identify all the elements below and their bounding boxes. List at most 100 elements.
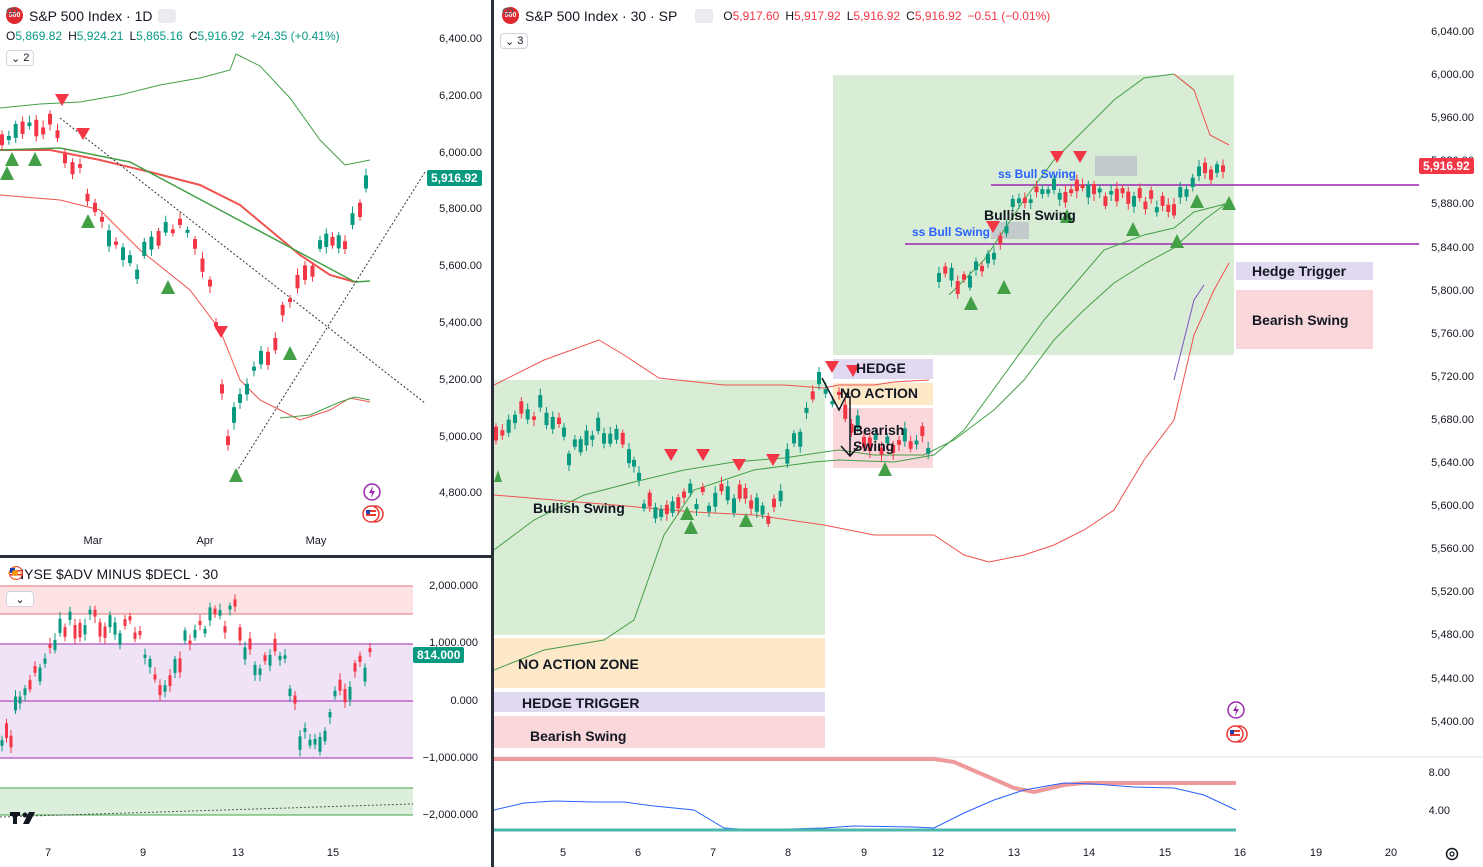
axis-label: 1,000.000 bbox=[429, 637, 478, 650]
candle-body bbox=[133, 632, 137, 639]
candle-body bbox=[23, 688, 27, 696]
candle-body bbox=[1109, 191, 1114, 195]
intraday-indicator-toggle[interactable]: ⌄ 3 bbox=[500, 33, 529, 49]
candle-body bbox=[273, 638, 277, 652]
down-triangle bbox=[55, 94, 69, 106]
axis-label: 8.00 bbox=[1428, 767, 1450, 779]
candle-body bbox=[837, 391, 841, 396]
candle-body bbox=[34, 119, 39, 137]
candle-body bbox=[43, 658, 47, 664]
candle-body bbox=[798, 431, 803, 447]
candle-body bbox=[226, 436, 230, 446]
candle-body bbox=[213, 608, 217, 615]
candle-body bbox=[707, 505, 711, 512]
ss-bull-swing-label: ss Bull Swing bbox=[998, 167, 1077, 181]
candle-body bbox=[596, 417, 601, 432]
up-triangle bbox=[1190, 194, 1204, 208]
candle-body bbox=[664, 504, 669, 515]
axis-label: 4.00 bbox=[1428, 805, 1450, 817]
chevron-down-icon: ⌄ bbox=[15, 593, 25, 606]
candle-body bbox=[18, 696, 22, 704]
up-triangle bbox=[1126, 222, 1140, 236]
up-triangle bbox=[0, 166, 14, 180]
intraday-chart-canvas[interactable] bbox=[494, 0, 1483, 867]
candle-body bbox=[348, 686, 352, 700]
candle-body bbox=[295, 274, 300, 289]
candle-body bbox=[336, 235, 341, 249]
intraday-last-price-tag: 5,916.92 bbox=[1419, 158, 1474, 174]
axis-label: 5,680.00 bbox=[1431, 413, 1474, 426]
candle-body bbox=[268, 654, 272, 666]
daily-indicator-toggle[interactable]: ⌄ 2 bbox=[6, 50, 35, 66]
candle-body bbox=[252, 366, 256, 371]
lower-green-zone bbox=[0, 788, 413, 815]
down-triangle bbox=[664, 449, 678, 461]
eye-icon[interactable] bbox=[6, 7, 177, 23]
candle-body bbox=[986, 253, 990, 264]
breadth-collapse-toggle[interactable]: ⌄ bbox=[6, 591, 34, 607]
candle-body bbox=[328, 712, 332, 718]
time-label: 7 bbox=[709, 847, 717, 859]
axis-label: 5,400.00 bbox=[1431, 715, 1474, 728]
candle-body bbox=[83, 625, 87, 635]
osc-red-line bbox=[494, 757, 1236, 795]
candle-body bbox=[135, 269, 140, 280]
candle-body bbox=[278, 655, 282, 661]
eye-icon[interactable] bbox=[502, 7, 714, 23]
breadth-chart-canvas[interactable] bbox=[0, 558, 491, 867]
candle-body bbox=[228, 605, 232, 610]
candle-body bbox=[238, 627, 242, 641]
candle-body bbox=[114, 241, 118, 245]
pane-divider-horizontal[interactable] bbox=[0, 555, 491, 558]
candle-body bbox=[78, 622, 82, 638]
candle-body bbox=[27, 122, 32, 127]
candle-body bbox=[298, 736, 302, 750]
intraday-candles bbox=[494, 157, 1225, 527]
candle-body bbox=[28, 680, 32, 690]
breadth-chart-pane[interactable]: NYSE $ADV MINUS $DECL · 30 ⌄ 2,000.000 1,… bbox=[0, 558, 491, 867]
axis-label: 6,000.00 bbox=[1431, 69, 1474, 82]
candle-body bbox=[200, 258, 205, 272]
candle-body bbox=[353, 663, 357, 672]
candle-body bbox=[13, 124, 18, 138]
candle-body bbox=[620, 432, 625, 445]
candle-body bbox=[198, 620, 202, 626]
candle-body bbox=[843, 404, 848, 419]
pane-divider-vertical[interactable] bbox=[491, 0, 494, 867]
candle-body bbox=[324, 233, 329, 248]
axis-label: 2,000.000 bbox=[429, 580, 478, 592]
time-label: 15 bbox=[1158, 847, 1172, 859]
candle-body bbox=[578, 439, 583, 453]
axis-label: 5,560.00 bbox=[1431, 543, 1474, 556]
candle-body bbox=[1004, 226, 1009, 234]
candle-body bbox=[1022, 197, 1027, 204]
candle-body bbox=[659, 509, 664, 517]
daily-chart-pane[interactable]: 500 S&P 500 Index · 1D O5,869.82 H5,924.… bbox=[0, 0, 491, 555]
up-triangle bbox=[680, 506, 694, 520]
daily-chart-canvas[interactable] bbox=[0, 0, 491, 555]
candle-body bbox=[1046, 189, 1051, 194]
daily-title[interactable]: S&P 500 Index · 1D bbox=[29, 7, 153, 24]
candle-body bbox=[974, 261, 978, 270]
candle-body bbox=[233, 599, 237, 607]
candle-body bbox=[63, 153, 67, 164]
candle-body bbox=[737, 484, 742, 499]
intraday-chart-pane[interactable]: 500 S&P 500 Index · 30 · SP O5,917.60 H5… bbox=[494, 0, 1483, 867]
intraday-title[interactable]: S&P 500 Index · 30 · SP bbox=[525, 7, 678, 24]
candle-body bbox=[792, 433, 796, 444]
candle-body bbox=[318, 737, 322, 752]
candle-body bbox=[93, 202, 97, 213]
candle-body bbox=[676, 497, 681, 509]
candle-body bbox=[562, 427, 566, 437]
candle-body bbox=[532, 416, 536, 420]
candle-body bbox=[1172, 204, 1176, 216]
candle-body bbox=[891, 444, 896, 453]
candle-body bbox=[992, 252, 996, 260]
candle-body bbox=[1063, 192, 1068, 203]
lower-band bbox=[0, 194, 371, 421]
candle-body bbox=[338, 679, 342, 691]
breadth-title[interactable]: NYSE $ADV MINUS $DECL · 30 bbox=[14, 566, 219, 582]
candle-body bbox=[350, 213, 355, 225]
upper-red-zone bbox=[0, 586, 413, 614]
candle-body bbox=[538, 395, 543, 408]
